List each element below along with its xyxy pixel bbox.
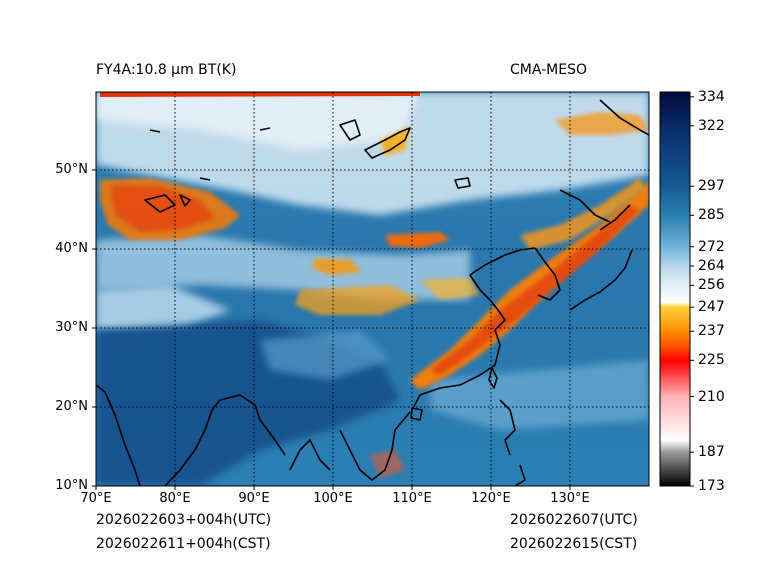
cold-cloud-regions xyxy=(100,92,649,478)
lon-label-100: 100°E xyxy=(313,491,353,506)
lat-label-50: 50°N xyxy=(55,162,88,177)
lon-label-130: 130°E xyxy=(550,491,590,506)
graticule xyxy=(96,92,649,486)
map-frame xyxy=(95,91,650,487)
colorbar-label-237: 237 xyxy=(698,323,725,340)
colorbar xyxy=(659,91,691,487)
colorbar-label-256: 256 xyxy=(698,277,725,294)
valid-time-utc: 2026022607(UTC) xyxy=(510,512,638,528)
valid-time-cst: 2026022615(CST) xyxy=(510,536,638,552)
coastlines xyxy=(96,99,649,486)
colorbar-label-322: 322 xyxy=(698,117,725,134)
colorbar-label-285: 285 xyxy=(698,207,725,224)
lat-label-10: 10°N xyxy=(55,478,88,493)
colorbar-label-210: 210 xyxy=(698,388,725,405)
colorbar-label-247: 247 xyxy=(698,299,725,316)
init-time-utc: 2026022603+004h(UTC) xyxy=(96,512,272,528)
lat-label-20: 20°N xyxy=(55,399,88,414)
lat-label-30: 30°N xyxy=(55,320,88,335)
colorbar-label-173: 173 xyxy=(698,478,725,494)
lon-label-90: 90°E xyxy=(238,491,270,506)
init-time-cst: 2026022611+004h(CST) xyxy=(96,536,271,552)
map-title: FY4A:10.8 µm BT(K) xyxy=(96,62,237,78)
axis-ticks xyxy=(92,169,571,490)
source-label: CMA-MESO xyxy=(510,62,588,78)
colorbar-label-264: 264 xyxy=(698,258,725,275)
colorbar-ticks xyxy=(690,96,694,487)
lon-label-120: 120°E xyxy=(471,491,511,506)
colorbar-label-334: 334 xyxy=(698,88,725,105)
lon-label-70: 70°E xyxy=(80,491,112,506)
colorbar-label-272: 272 xyxy=(698,238,725,255)
lon-label-110: 110°E xyxy=(392,491,432,506)
colorbar-label-297: 297 xyxy=(698,178,725,195)
lon-label-80: 80°E xyxy=(159,491,191,506)
brightness-temperature-image xyxy=(96,92,649,486)
colorbar-label-225: 225 xyxy=(698,352,725,369)
colorbar-label-187: 187 xyxy=(698,444,725,461)
lat-label-40: 40°N xyxy=(55,241,88,256)
